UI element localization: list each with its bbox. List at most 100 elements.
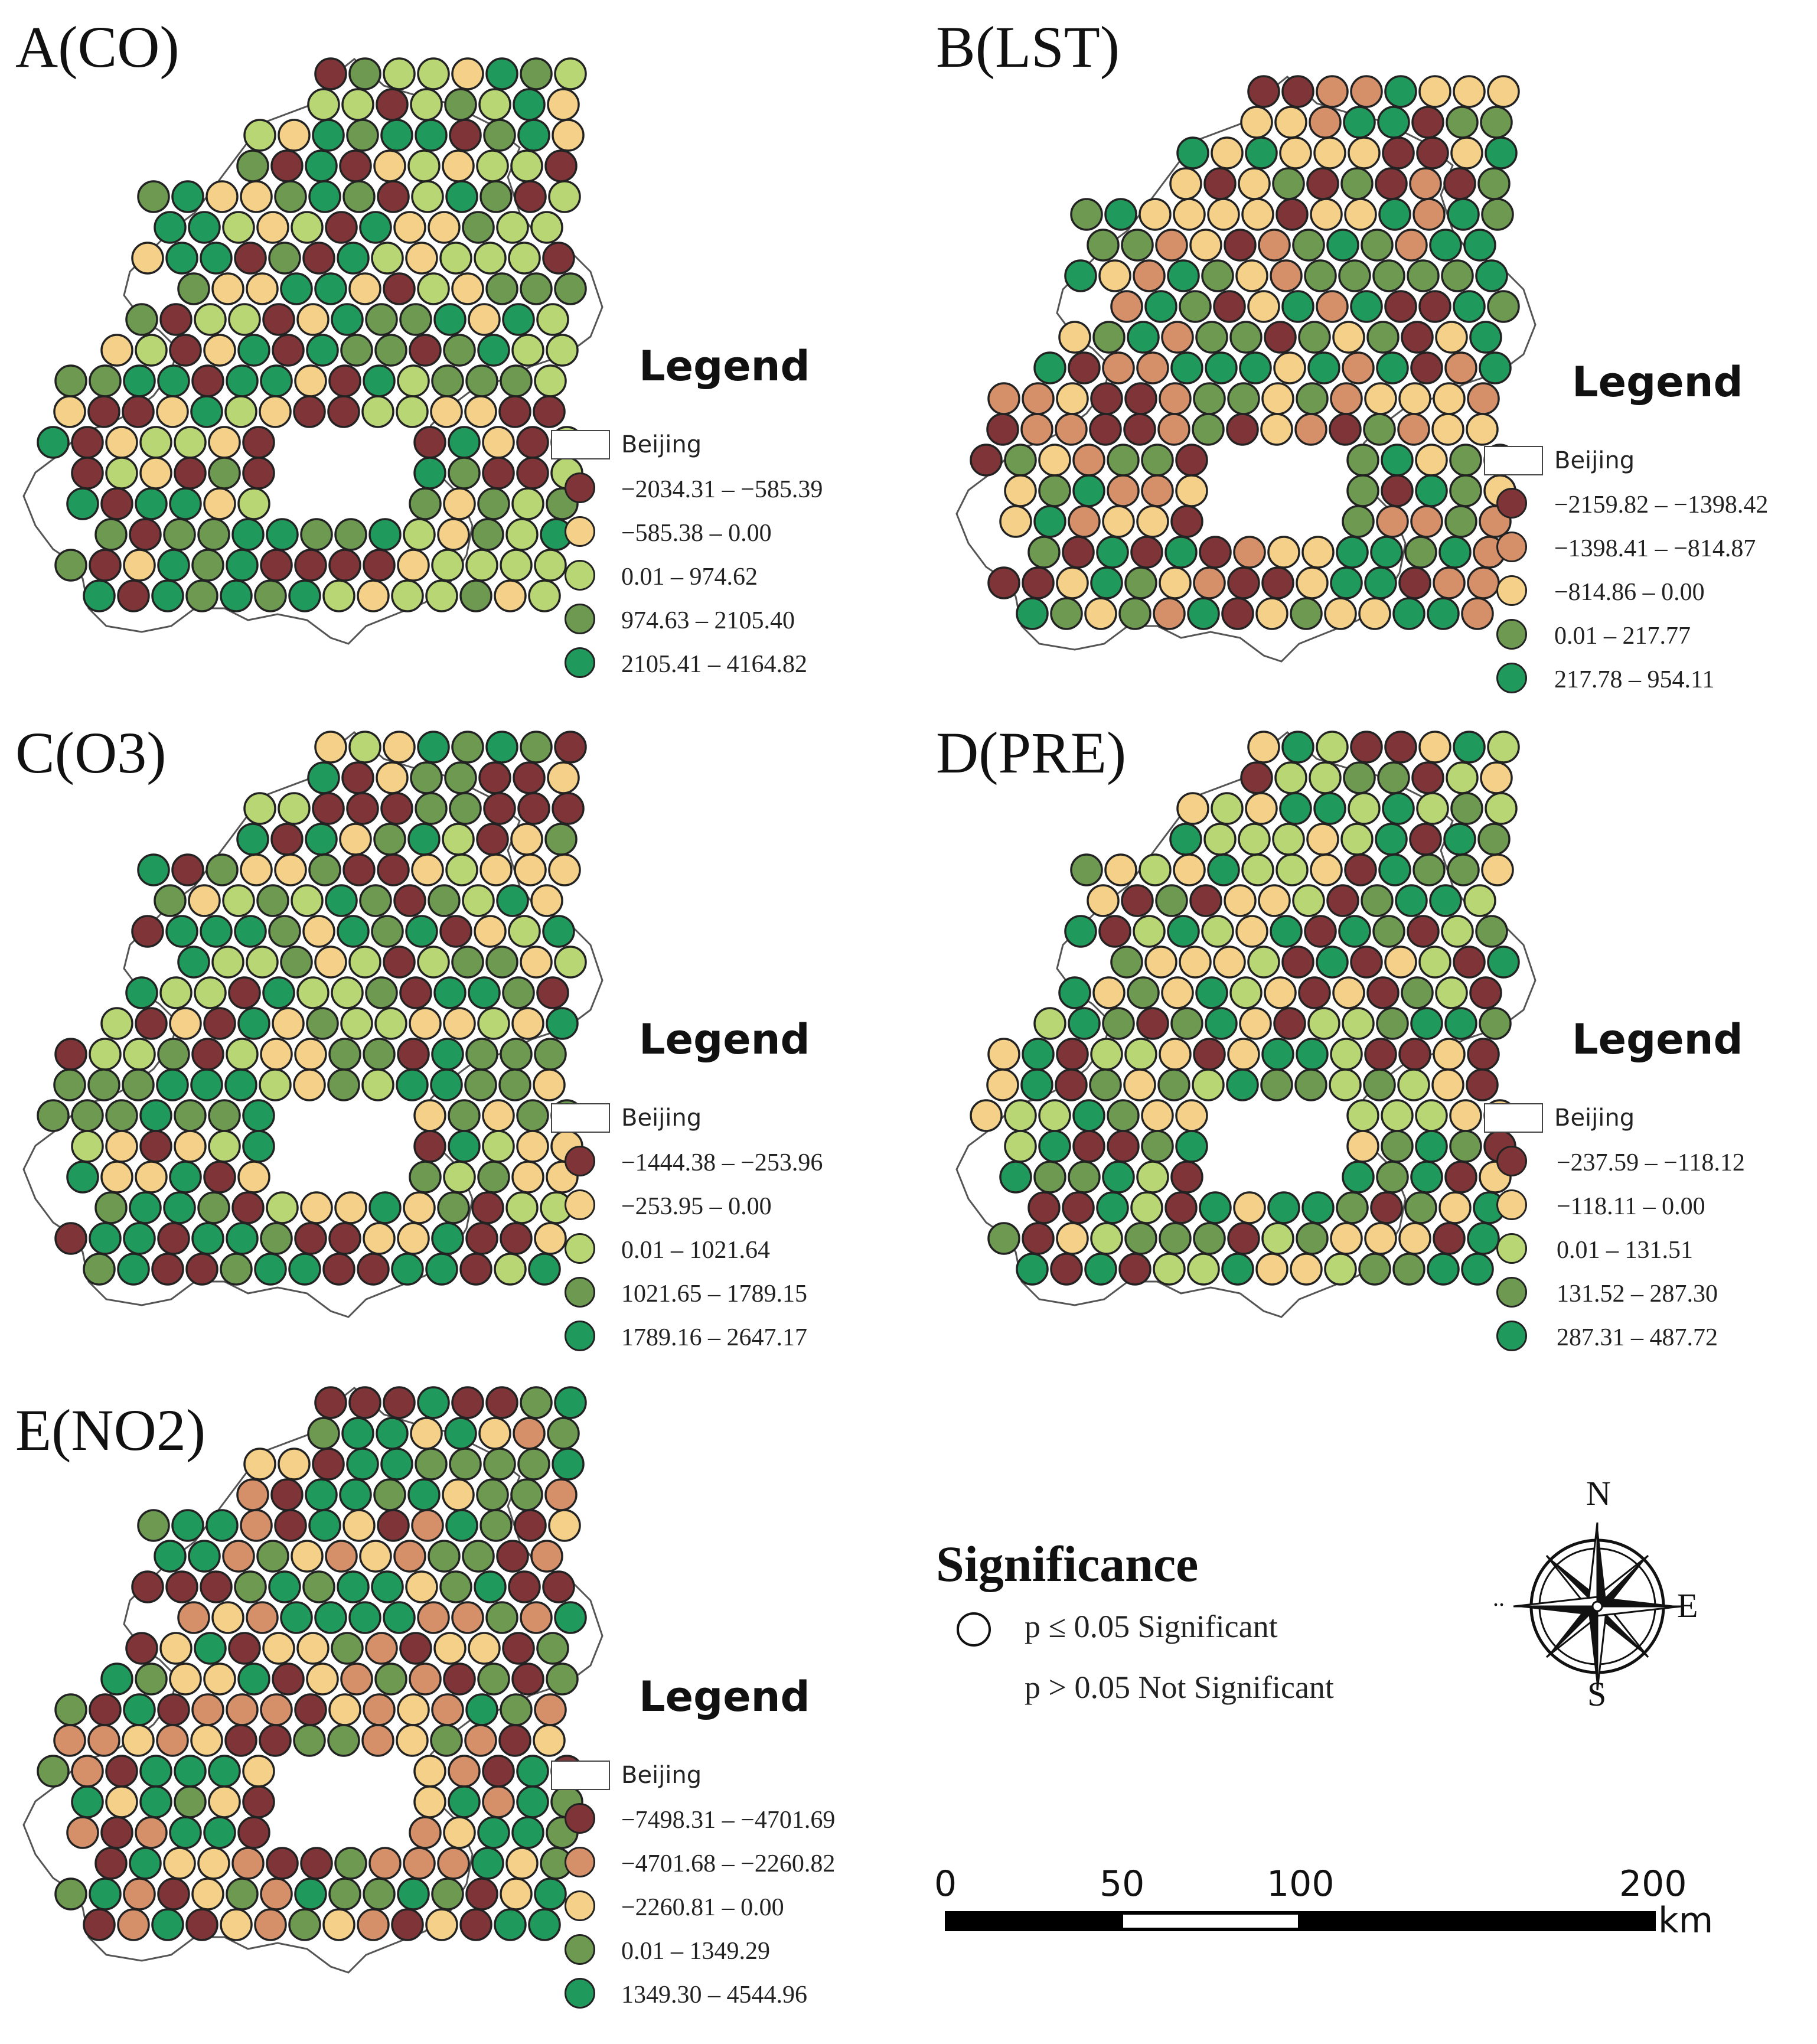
grid-cell-circle [1433, 1038, 1466, 1071]
grid-cell-circle [1438, 536, 1472, 569]
grid-cell-circle [1415, 1099, 1448, 1132]
grid-cell-circle [403, 1847, 436, 1880]
grid-cell-circle [407, 149, 441, 182]
grid-cell-circle [513, 761, 546, 794]
grid-cell-circle [296, 976, 330, 1009]
grid-cell-circle [294, 1222, 327, 1255]
grid-cell-circle [1449, 1130, 1482, 1163]
grid-cell-circle [1475, 259, 1508, 292]
grid-cell-circle [1127, 321, 1160, 354]
scale-bar-white-segment [1123, 1915, 1298, 1928]
grid-cell-circle [1155, 884, 1188, 917]
grid-cell-circle [1330, 1222, 1363, 1255]
panel-a-class-2-swatch [565, 516, 595, 547]
grid-cell-circle [1479, 351, 1512, 384]
grid-cell-circle [200, 915, 233, 948]
grid-cell-circle [137, 853, 170, 886]
grid-cell-circle [548, 180, 581, 213]
grid-cell-circle [485, 57, 518, 90]
grid-cell-circle [314, 57, 347, 90]
grid-cell-circle [1310, 198, 1343, 231]
grid-cell-circle [1350, 75, 1383, 108]
grid-cell-circle [169, 334, 202, 367]
grid-cell-circle [1170, 1007, 1203, 1040]
grid-cell-circle [1431, 413, 1464, 446]
grid-cell-circle [431, 549, 464, 582]
grid-cell-circle [157, 1038, 190, 1071]
grid-cell-circle [383, 731, 416, 764]
grid-cell-circle [511, 487, 544, 520]
panel-c-class-5-label: 1789.16 – 2647.17 [621, 1324, 807, 1351]
grid-cell-circle [1401, 321, 1434, 354]
panel-a-class-1-label: −2034.31 – −585.39 [621, 476, 823, 503]
grid-cell-circle [542, 1570, 575, 1603]
grid-cell-circle [1272, 823, 1305, 856]
grid-cell-circle [482, 1130, 515, 1163]
grid-cell-circle [528, 1253, 561, 1286]
grid-cell-circle [123, 1222, 156, 1255]
grid-cell-circle [256, 211, 289, 244]
grid-cell-circle [1276, 198, 1309, 231]
grid-cell-circle [1226, 1068, 1259, 1101]
grid-cell-circle [89, 549, 122, 582]
grid-cell-circle [1170, 505, 1203, 538]
grid-cell-circle [226, 364, 259, 397]
grid-cell-circle [100, 1662, 133, 1696]
grid-cell-circle [242, 1130, 275, 1163]
grid-cell-circle [482, 1099, 515, 1132]
grid-cell-circle [226, 1693, 259, 1726]
grid-cell-circle [459, 1908, 492, 1941]
grid-cell-circle [259, 395, 292, 428]
grid-cell-circle [1224, 884, 1257, 917]
grid-cell-circle [205, 180, 239, 213]
grid-cell-circle [53, 395, 86, 428]
grid-cell-circle [544, 1478, 578, 1511]
panel-d-class-1-label: −237.59 – −118.12 [1557, 1149, 1745, 1176]
panel-a-legend-title: Legend [639, 342, 810, 390]
grid-cell-circle [511, 334, 544, 367]
grid-cell-circle [260, 1877, 293, 1911]
grid-cell-circle [1203, 823, 1237, 856]
grid-cell-circle [1096, 536, 1129, 569]
grid-cell-circle [542, 242, 575, 275]
grid-cell-circle [327, 1724, 360, 1757]
grid-cell-circle [413, 1099, 446, 1132]
grid-cell-circle [151, 1908, 184, 1941]
grid-cell-circle [410, 761, 443, 794]
grid-cell-circle [123, 1877, 156, 1911]
grid-cell-circle [1346, 444, 1379, 477]
grid-cell-circle [1141, 1130, 1174, 1163]
grid-cell-circle [554, 1386, 587, 1419]
grid-cell-circle [203, 1816, 236, 1849]
grid-cell-circle [1332, 976, 1365, 1009]
grid-cell-circle [342, 853, 376, 886]
grid-cell-circle [331, 1632, 364, 1665]
grid-cell-circle [1136, 505, 1169, 538]
grid-cell-circle [190, 395, 223, 428]
panel-d-class-3-label: 0.01 – 131.51 [1557, 1237, 1693, 1264]
panel-e-class-2-label: −4701.68 – −2260.82 [621, 1850, 836, 1877]
grid-cell-circle [226, 1038, 259, 1071]
grid-cell-circle [1068, 1160, 1101, 1194]
grid-cell-circle [500, 1038, 533, 1071]
grid-cell-circle [465, 1222, 498, 1255]
grid-cell-circle [516, 1755, 549, 1788]
grid-cell-circle [190, 1068, 223, 1101]
grid-cell-circle [177, 946, 210, 979]
grid-cell-circle [445, 180, 478, 213]
grid-cell-circle [451, 57, 484, 90]
grid-cell-circle [363, 364, 396, 397]
grid-cell-circle [208, 1755, 241, 1788]
grid-cell-circle [220, 579, 253, 612]
grid-cell-circle [1381, 444, 1414, 477]
grid-cell-circle [1443, 823, 1476, 856]
grid-cell-circle [496, 211, 529, 244]
scale-bar [945, 1911, 1656, 1931]
grid-cell-circle [291, 884, 324, 917]
grid-cell-circle [331, 303, 364, 336]
grid-cell-circle [1102, 351, 1135, 384]
grid-cell-circle [231, 1847, 265, 1880]
grid-cell-circle [1176, 136, 1209, 169]
grid-cell-circle [226, 549, 259, 582]
grid-cell-circle [314, 272, 347, 305]
